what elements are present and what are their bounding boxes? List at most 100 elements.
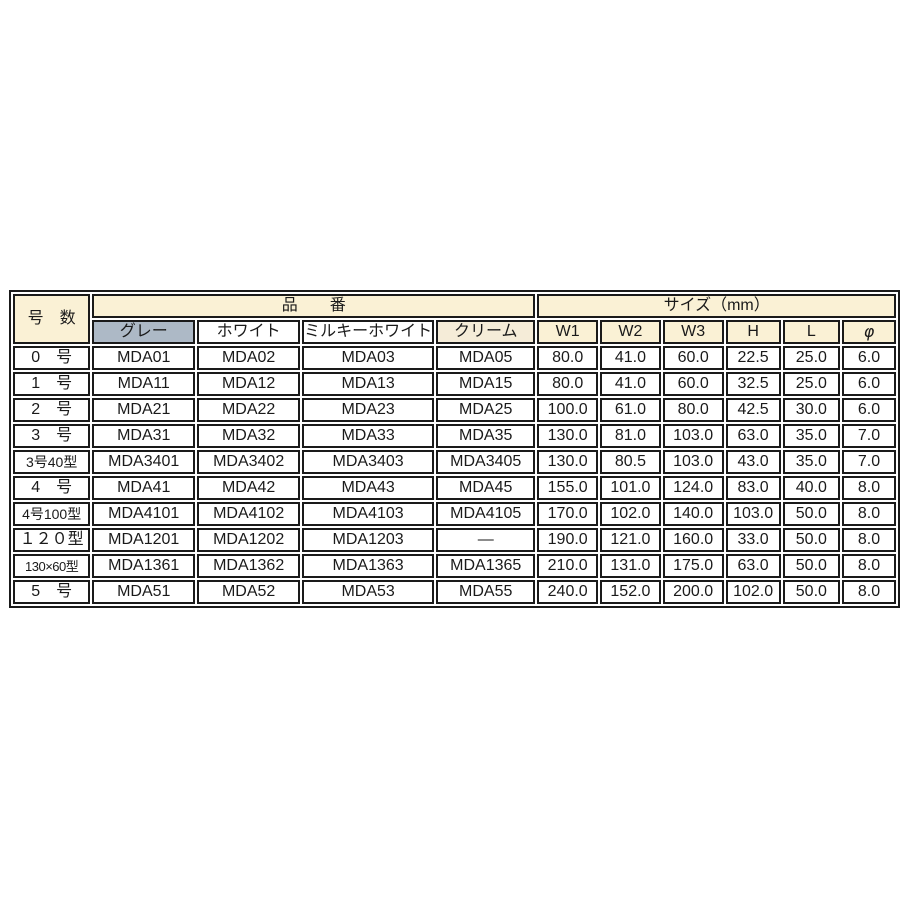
part-code-cell: MDA01 — [92, 346, 196, 370]
size-value-cell: 200.0 — [662, 580, 724, 604]
part-code-cell: MDA45 — [436, 476, 536, 500]
size-value-cell: 41.0 — [600, 346, 661, 370]
header-size-w2: W2 — [600, 320, 661, 344]
size-value-cell: 175.0 — [662, 554, 724, 578]
size-value-cell: 101.0 — [600, 476, 661, 500]
part-code-cell: MDA53 — [302, 580, 435, 604]
row-label-cell: １２０型 — [13, 528, 91, 552]
table-row: 3号40型 MDA3401 MDA3402 MDA3403 MDA3405 130.0 80… — [13, 450, 896, 474]
part-code-cell: MDA3403 — [302, 450, 435, 474]
part-code-cell: MDA41 — [92, 476, 196, 500]
table-row: 3 号 MDA31 MDA32 MDA33 MDA35 130.0 81.0 103.0 63.… — [13, 424, 896, 448]
part-code-cell: MDA33 — [302, 424, 435, 448]
size-value-cell: 6.0 — [842, 346, 896, 370]
header-size-l: L — [782, 320, 840, 344]
size-value-cell: 43.0 — [725, 450, 781, 474]
header-color-milky-white: ミルキーホワイト — [302, 320, 435, 344]
size-value-cell: 83.0 — [725, 476, 781, 500]
size-value-cell: 80.0 — [537, 346, 599, 370]
size-value-cell: 80.0 — [662, 398, 724, 422]
size-value-cell: 210.0 — [537, 554, 599, 578]
size-value-cell: 124.0 — [662, 476, 724, 500]
header-size-w1: W1 — [537, 320, 599, 344]
spec-table: 号 数 品 番 サイズ（mm） グレー ホワイト ミルキーホワイト クリーム W… — [9, 290, 900, 608]
size-value-cell: 7.0 — [842, 424, 896, 448]
header-size-h: H — [725, 320, 781, 344]
part-code-cell: MDA3401 — [92, 450, 196, 474]
size-value-cell: 6.0 — [842, 398, 896, 422]
size-value-cell: 102.0 — [600, 502, 661, 526]
size-value-cell: 102.0 — [725, 580, 781, 604]
header-size-w3: W3 — [662, 320, 724, 344]
table-row: 4号100型 MDA4101 MDA4102 MDA4103 MDA4105 170.0 1… — [13, 502, 896, 526]
size-value-cell: 103.0 — [662, 424, 724, 448]
part-code-cell: MDA32 — [197, 424, 301, 448]
header-row-columns: グレー ホワイト ミルキーホワイト クリーム W1 W2 W3 H L φ — [13, 320, 896, 344]
row-label-cell: 0 号 — [13, 346, 91, 370]
table-row: 4 号 MDA41 MDA42 MDA43 MDA45 155.0 101.0 124.0 83… — [13, 476, 896, 500]
size-value-cell: 8.0 — [842, 528, 896, 552]
size-value-cell: 80.0 — [537, 372, 599, 396]
part-code-cell: MDA1361 — [92, 554, 196, 578]
part-code-cell: MDA52 — [197, 580, 301, 604]
row-label-cell: 4号100型 — [13, 502, 91, 526]
table-body: 0 号 MDA01 MDA02 MDA03 MDA05 80.0 41.0 60.0 22.5 2… — [13, 346, 896, 604]
size-value-cell: 170.0 — [537, 502, 599, 526]
table-row: 130×60型 MDA1361 MDA1362 MDA1363 MDA1365 210.0… — [13, 554, 896, 578]
size-value-cell: 61.0 — [600, 398, 661, 422]
row-label-cell: 3 号 — [13, 424, 91, 448]
table-row: 0 号 MDA01 MDA02 MDA03 MDA05 80.0 41.0 60.0 22.5 2… — [13, 346, 896, 370]
size-value-cell: 103.0 — [662, 450, 724, 474]
size-value-cell: 8.0 — [842, 502, 896, 526]
size-value-cell: 50.0 — [782, 502, 840, 526]
table-row: 1 号 MDA11 MDA12 MDA13 MDA15 80.0 41.0 60.0 32.5 2… — [13, 372, 896, 396]
header-size-group: サイズ（mm） — [537, 294, 896, 318]
part-code-cell: MDA13 — [302, 372, 435, 396]
part-code-cell: MDA31 — [92, 424, 196, 448]
spec-table-container: 号 数 品 番 サイズ（mm） グレー ホワイト ミルキーホワイト クリーム W… — [9, 290, 900, 608]
part-code-cell: MDA12 — [197, 372, 301, 396]
size-value-cell: 80.5 — [600, 450, 661, 474]
size-value-cell: 81.0 — [600, 424, 661, 448]
part-code-cell: MDA22 — [197, 398, 301, 422]
size-value-cell: 8.0 — [842, 476, 896, 500]
size-value-cell: 60.0 — [662, 346, 724, 370]
size-value-cell: 131.0 — [600, 554, 661, 578]
size-value-cell: 25.0 — [782, 346, 840, 370]
size-value-cell: 140.0 — [662, 502, 724, 526]
part-code-cell: MDA1362 — [197, 554, 301, 578]
size-value-cell: 50.0 — [782, 528, 840, 552]
size-value-cell: 50.0 — [782, 554, 840, 578]
part-code-cell: MDA42 — [197, 476, 301, 500]
row-label-cell: 5 号 — [13, 580, 91, 604]
part-code-cell: MDA3405 — [436, 450, 536, 474]
header-size-phi: φ — [842, 320, 896, 344]
header-model-col: 号 数 — [13, 294, 91, 344]
header-part-number-group: 品 番 — [92, 294, 536, 318]
part-code-cell: MDA4103 — [302, 502, 435, 526]
part-code-cell: MDA51 — [92, 580, 196, 604]
part-code-cell: MDA11 — [92, 372, 196, 396]
part-code-cell: MDA15 — [436, 372, 536, 396]
header-color-white: ホワイト — [197, 320, 301, 344]
table-row: 2 号 MDA21 MDA22 MDA23 MDA25 100.0 61.0 80.0 42.5… — [13, 398, 896, 422]
size-value-cell: 121.0 — [600, 528, 661, 552]
part-code-cell: MDA23 — [302, 398, 435, 422]
table-row: 5 号 MDA51 MDA52 MDA53 MDA55 240.0 152.0 200.0 10… — [13, 580, 896, 604]
part-code-cell: MDA1203 — [302, 528, 435, 552]
table-row: １２０型 MDA1201 MDA1202 MDA1203—190.0 121.0 160.… — [13, 528, 896, 552]
size-value-cell: 22.5 — [725, 346, 781, 370]
part-code-cell: MDA55 — [436, 580, 536, 604]
row-label-cell: 130×60型 — [13, 554, 91, 578]
part-code-cell: MDA4102 — [197, 502, 301, 526]
size-value-cell: 6.0 — [842, 372, 896, 396]
size-value-cell: 130.0 — [537, 424, 599, 448]
size-value-cell: 100.0 — [537, 398, 599, 422]
part-code-cell: MDA4101 — [92, 502, 196, 526]
size-value-cell: 30.0 — [782, 398, 840, 422]
size-value-cell: 240.0 — [537, 580, 599, 604]
size-value-cell: 42.5 — [725, 398, 781, 422]
size-value-cell: 63.0 — [725, 554, 781, 578]
size-value-cell: 35.0 — [782, 424, 840, 448]
size-value-cell: 7.0 — [842, 450, 896, 474]
